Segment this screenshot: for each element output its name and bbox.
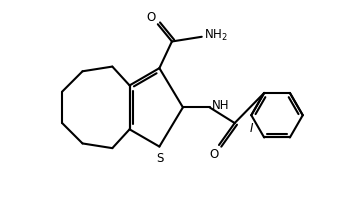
Text: O: O [146, 11, 155, 24]
Text: O: O [210, 148, 219, 161]
Text: S: S [156, 152, 164, 165]
Text: I: I [249, 122, 253, 135]
Text: NH$_2$: NH$_2$ [204, 28, 228, 43]
Text: NH: NH [211, 99, 229, 112]
